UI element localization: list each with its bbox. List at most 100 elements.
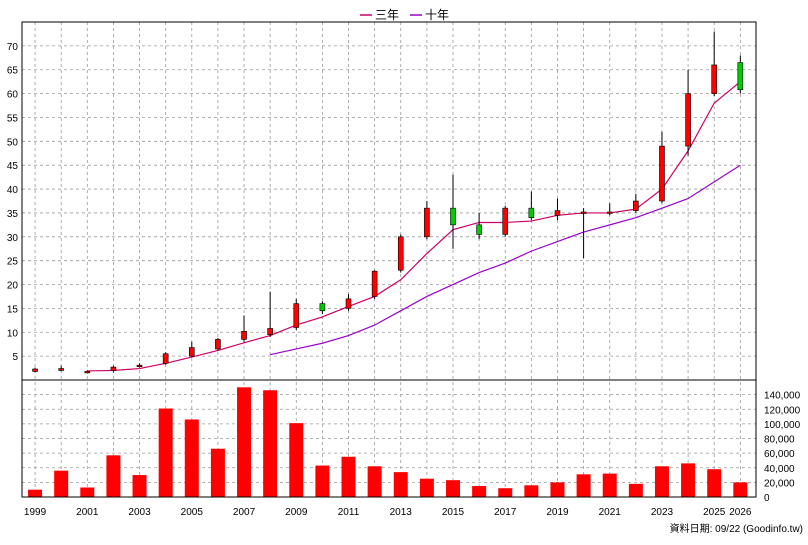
legend-label: 三年 [375,8,399,22]
volume-bar [106,455,121,497]
candle-body [241,331,247,340]
x-tick-label: 2001 [76,507,99,518]
volume-bar [733,482,748,497]
x-tick-label: 2025 [703,507,726,518]
volume-bar [472,486,487,497]
candle-body [580,211,587,214]
volume-bar [80,487,95,497]
candle-body [162,353,169,364]
legend: 三年 十年 [360,8,449,22]
volume-bar [681,463,696,497]
candle-body [502,207,509,235]
x-tick-label: 2019 [546,507,569,518]
candle-body [528,207,535,219]
candle-body [215,339,221,350]
volume-bar [210,448,225,497]
price-tick-label: 35 [7,209,19,220]
price-tick-label: 5 [12,352,18,363]
candle-body [659,145,665,202]
x-tick-label: 2017 [494,507,517,518]
ma10-line-layer [270,164,741,356]
volume-tick-label: 20,000 [764,478,795,489]
candle-body [58,368,64,371]
volume-grid [22,379,756,498]
candle-body [450,207,456,226]
legend-label: 十年 [425,8,449,22]
plot-frame [21,21,757,498]
candle-body [188,347,195,357]
candle-body [293,303,300,328]
volume-tick-label: 40,000 [764,464,795,475]
volume-bar [576,474,591,497]
price-tick-label: 65 [7,66,19,77]
candle-body [554,210,561,216]
price-grid [22,22,756,497]
candle-body [633,200,639,211]
volume-bar [498,488,513,497]
volume-bar [445,480,460,497]
volume-bar [158,408,173,497]
candle-body [110,366,117,371]
volume-bar [654,466,669,497]
x-tick-label: 1999 [24,507,47,518]
volume-bar [315,465,330,497]
volume-tick-label: 140,000 [764,391,801,402]
volume-tick-label: 100,000 [764,420,801,431]
volume-bar [54,470,69,497]
candle-body [711,64,718,94]
volume-bar [263,390,278,497]
price-tick-label: 55 [7,113,19,124]
price-tick-label: 25 [7,257,19,268]
candle-body [606,211,613,214]
candle-body [737,62,744,91]
candle-body [397,236,404,271]
source-note: 資料日期: 09/22 (Goodinfo.tw) [670,522,803,535]
volume-bar [707,469,722,497]
volume-bar [184,419,199,497]
x-tick-label: 2007 [233,507,256,518]
volume-bar [628,483,643,497]
volume-bar [28,489,43,497]
candle-body [267,328,273,335]
volume-tick-label: 0 [764,493,770,504]
volume-bar [289,423,304,497]
price-tick-label: 10 [7,328,19,339]
price-tick-label: 70 [7,42,19,53]
ma3-line [87,81,741,372]
candle-body [32,368,38,372]
volume-bar [393,472,408,497]
price-tick-label: 60 [7,90,19,101]
price-tick-label: 40 [7,185,19,196]
candle-body [685,93,691,147]
volume-bar [237,387,252,497]
volume-axis-ticks: 0 20,000 40,000 60,000 80,000 100,000 120,000 1… [764,391,801,504]
volume-tick-label: 80,000 [764,435,795,446]
price-tick-label: 20 [7,281,19,292]
ma10-line [270,164,741,356]
x-tick-label: 2005 [181,507,204,518]
price-tick-label: 50 [7,137,19,148]
x-tick-label: 2015 [442,507,465,518]
price-tick-label: 30 [7,233,19,244]
volume-bar [132,475,147,497]
x-tick-label: 2009 [285,507,308,518]
x-tick-label: 2023 [651,507,674,518]
candle-body [319,303,326,312]
candle-body [371,270,378,297]
volume-tick-label: 60,000 [764,449,795,460]
x-tick-label: 2003 [128,507,151,518]
candle-body [345,298,352,309]
volume-bars [28,387,748,497]
ma3-line-layer [87,81,741,372]
x-tick-label: 2026 [729,507,752,518]
volume-bar [419,478,434,497]
volume-bar [367,466,382,497]
candle-body [84,371,91,374]
x-tick-label: 2021 [599,507,622,518]
price-axis-ticks: 5 10 15 20 25 30 35 40 45 50 55 60 65 70 [7,42,19,363]
candlesticks [32,31,744,374]
x-tick-label: 2011 [338,507,360,518]
volume-bar [550,482,565,497]
